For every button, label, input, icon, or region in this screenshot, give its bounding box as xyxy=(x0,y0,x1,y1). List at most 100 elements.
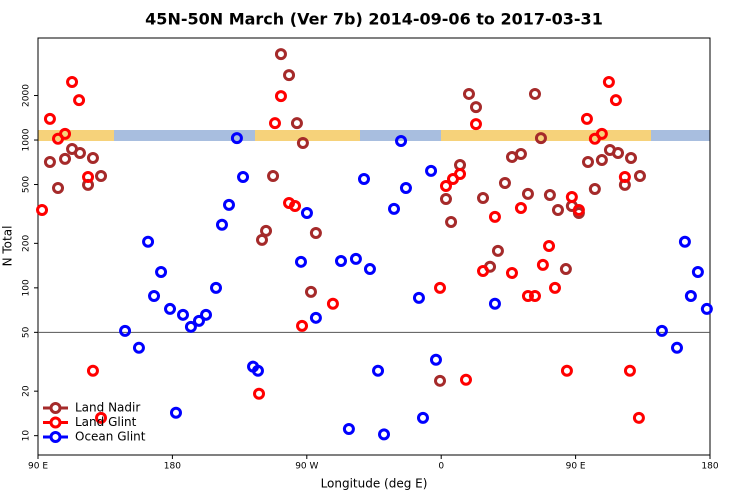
marker xyxy=(595,153,608,166)
marker xyxy=(445,215,458,228)
marker xyxy=(439,193,452,206)
y-tick-label: 100 xyxy=(22,279,32,296)
marker xyxy=(434,374,447,387)
marker xyxy=(200,308,212,321)
marker xyxy=(521,290,534,303)
marker xyxy=(95,411,108,424)
marker xyxy=(73,147,86,160)
land-strip xyxy=(38,130,114,141)
marker xyxy=(548,281,561,294)
marker xyxy=(59,152,72,165)
marker xyxy=(342,422,355,435)
chart-title: 45N-50N March (Ver 7b) 2014-09-06 to 201… xyxy=(145,10,603,29)
marker xyxy=(581,156,594,169)
marker xyxy=(469,101,482,114)
ocean-strip xyxy=(38,130,710,141)
marker xyxy=(253,387,266,400)
marker xyxy=(43,112,56,125)
marker xyxy=(274,90,287,103)
marker xyxy=(164,302,177,315)
marker xyxy=(309,311,322,324)
marker xyxy=(294,255,307,268)
legend-marker xyxy=(49,431,62,443)
legend-label: Land Nadir xyxy=(75,401,140,415)
marker xyxy=(454,168,467,181)
marker xyxy=(536,258,549,271)
marker xyxy=(86,364,99,377)
surface-strip xyxy=(38,130,710,141)
marker xyxy=(514,148,527,161)
marker xyxy=(625,151,638,164)
marker xyxy=(237,171,250,184)
marker xyxy=(595,127,608,140)
marker xyxy=(623,364,636,377)
marker xyxy=(459,373,472,386)
marker xyxy=(534,132,547,145)
marker xyxy=(491,244,504,257)
marker xyxy=(372,364,385,377)
marker xyxy=(290,117,303,130)
legend-label: Land Glint xyxy=(75,415,137,429)
marker xyxy=(267,170,280,183)
marker xyxy=(678,235,691,248)
marker xyxy=(462,87,475,100)
land-strip xyxy=(255,130,360,141)
marker xyxy=(256,233,268,246)
plot-frame xyxy=(37,37,711,456)
marker xyxy=(609,94,622,107)
marker xyxy=(434,281,447,294)
marker xyxy=(192,314,205,327)
marker xyxy=(612,147,625,160)
marker xyxy=(215,218,228,231)
marker xyxy=(251,364,264,377)
x-tick-label: 180 xyxy=(701,462,718,472)
marker xyxy=(349,252,362,265)
marker xyxy=(528,87,541,100)
marker xyxy=(184,320,197,333)
marker xyxy=(412,291,425,304)
marker xyxy=(43,156,56,169)
marker xyxy=(528,290,541,303)
marker xyxy=(334,254,347,267)
marker xyxy=(505,267,518,280)
marker xyxy=(388,202,401,215)
marker xyxy=(521,187,534,200)
marker xyxy=(700,302,713,315)
marker xyxy=(416,411,429,424)
marker xyxy=(632,411,645,424)
marker xyxy=(119,324,132,337)
marker xyxy=(148,290,161,303)
marker xyxy=(560,364,573,377)
marker xyxy=(439,179,452,192)
marker xyxy=(618,171,631,184)
marker xyxy=(572,204,585,217)
marker xyxy=(132,341,145,354)
marker xyxy=(155,265,168,278)
marker xyxy=(399,181,412,194)
marker xyxy=(580,112,593,125)
marker xyxy=(73,94,86,107)
marker xyxy=(655,324,668,337)
marker xyxy=(469,118,482,131)
marker xyxy=(559,263,572,276)
marker xyxy=(268,117,281,130)
marker xyxy=(633,170,646,183)
marker xyxy=(260,224,273,237)
x-tick-label: 0 xyxy=(438,462,444,472)
marker xyxy=(551,204,564,217)
y-tick-label: 2000 xyxy=(22,84,32,107)
x-tick-label: 90 E xyxy=(566,462,586,472)
marker xyxy=(363,263,376,276)
marker xyxy=(477,265,490,278)
marker xyxy=(326,297,339,310)
marker xyxy=(395,134,408,147)
x-axis-label: Longitude (deg E) xyxy=(321,477,428,491)
y-tick-label: 200 xyxy=(22,234,32,251)
marker xyxy=(52,181,65,194)
marker xyxy=(543,239,556,252)
marker xyxy=(588,183,601,196)
y-tick-label: 20 xyxy=(22,385,32,397)
marker xyxy=(670,341,683,354)
